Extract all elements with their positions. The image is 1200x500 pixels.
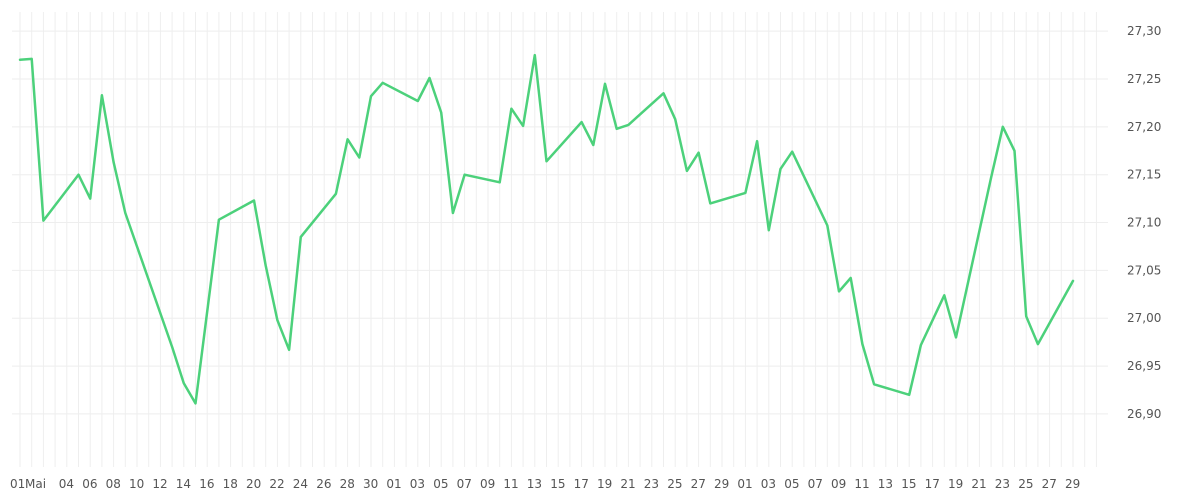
y-tick-label: 27,00 (1127, 311, 1161, 325)
x-tick-label: 14 (176, 477, 191, 491)
x-tick-label: 23 (644, 477, 659, 491)
y-tick-label: 26,95 (1127, 359, 1161, 373)
x-tick-label: 03 (761, 477, 776, 491)
y-tick-label: 27,25 (1127, 72, 1161, 86)
x-tick-label: 07 (808, 477, 823, 491)
x-tick-label: 29 (714, 477, 729, 491)
y-tick-label: 27,30 (1127, 24, 1161, 38)
x-tick-label: 22 (269, 477, 284, 491)
x-tick-label: 11 (503, 477, 518, 491)
x-tick-label: 01 (10, 477, 25, 491)
y-tick-label: 26,90 (1127, 407, 1161, 421)
x-tick-label: 06 (82, 477, 97, 491)
x-tick-label: 27 (1042, 477, 1057, 491)
series-layer (18, 53, 1075, 405)
x-tick-label: 25 (1018, 477, 1033, 491)
x-tick-label: 30 (363, 477, 378, 491)
x-tick-label: 08 (106, 477, 121, 491)
x-axis-ticks: 01 Mai 04 06 08 10 12 14 16 18 20 22 24 26 28 30 01 03 05 0… (10, 477, 1080, 491)
x-tick-label: 07 (457, 477, 472, 491)
x-tick-label: 16 (199, 477, 214, 491)
x-tick-label: 05 (784, 477, 799, 491)
x-tick-label: 09 (831, 477, 846, 491)
vertical-gridlines (19, 12, 1097, 467)
x-tick-label: 19 (948, 477, 963, 491)
x-tick-label: 03 (410, 477, 425, 491)
x-tick-label: 28 (340, 477, 355, 491)
y-tick-label: 27,10 (1127, 216, 1161, 230)
horizontal-gridlines (12, 30, 1108, 415)
x-tick-label: 12 (152, 477, 167, 491)
series-line (18, 53, 1075, 405)
x-tick-label: 23 (995, 477, 1010, 491)
y-axis-ticks: 26,90 26,95 27,00 27,05 27,10 27,15 27,20 27,25… (1127, 24, 1161, 421)
x-tick-label: 24 (293, 477, 308, 491)
x-tick-label: 01 (737, 477, 752, 491)
x-tick-label: 26 (316, 477, 331, 491)
x-tick-label: 05 (433, 477, 448, 491)
x-tick-label: 10 (129, 477, 144, 491)
x-tick-label: 25 (667, 477, 682, 491)
x-tick-label: Mai (25, 477, 46, 491)
y-tick-label: 27,05 (1127, 263, 1161, 277)
x-tick-label: 13 (878, 477, 893, 491)
x-tick-label: 17 (925, 477, 940, 491)
x-tick-label: 15 (901, 477, 916, 491)
x-tick-label: 17 (574, 477, 589, 491)
x-tick-label: 15 (550, 477, 565, 491)
y-tick-label: 27,15 (1127, 168, 1161, 182)
y-tick-label: 27,20 (1127, 120, 1161, 134)
x-tick-label: 11 (854, 477, 869, 491)
x-tick-label: 27 (691, 477, 706, 491)
x-tick-label: 04 (59, 477, 74, 491)
x-tick-label: 19 (597, 477, 612, 491)
x-tick-label: 01 (386, 477, 401, 491)
x-tick-label: 21 (971, 477, 986, 491)
x-tick-label: 18 (223, 477, 238, 491)
x-tick-label: 13 (527, 477, 542, 491)
x-tick-label: 29 (1065, 477, 1080, 491)
x-tick-label: 20 (246, 477, 261, 491)
x-tick-label: 21 (620, 477, 635, 491)
x-tick-label: 09 (480, 477, 495, 491)
